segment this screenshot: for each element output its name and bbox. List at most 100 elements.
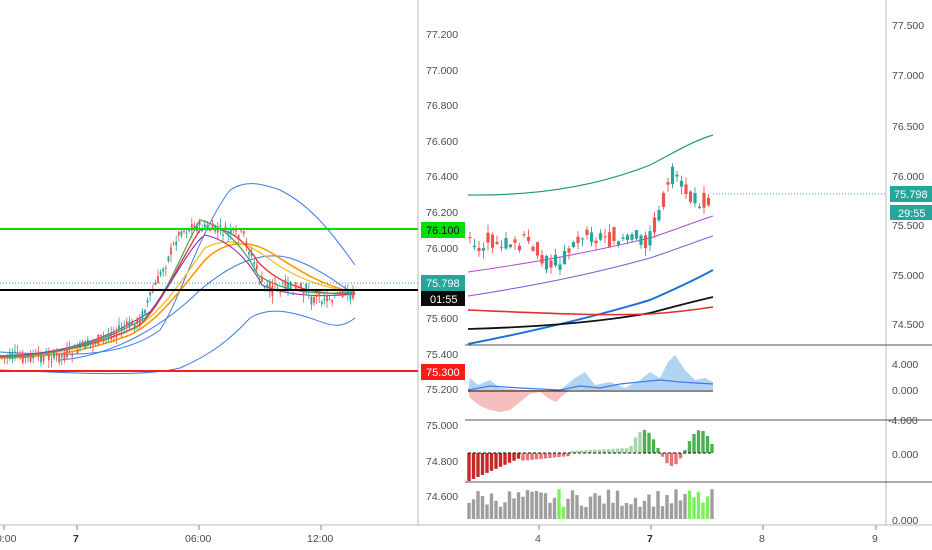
volume-bar xyxy=(638,506,642,519)
candle-body xyxy=(190,223,193,231)
histogram-bar xyxy=(552,453,557,458)
right-chart-panel[interactable]: 77.500 77.000 76.500 76.000 75.500 75.00… xyxy=(418,0,932,545)
candle-body xyxy=(50,361,53,363)
volume-bar xyxy=(480,496,485,519)
right-x-axis[interactable]: 4 7 8 9 xyxy=(535,525,878,545)
candle-body xyxy=(58,354,61,363)
left-chart-panel[interactable]: 77.200 77.000 76.800 76.600 76.400 76.20… xyxy=(0,0,465,545)
candle-body xyxy=(146,300,149,304)
volume-bar xyxy=(669,503,674,519)
left-x-tick: 12:00 xyxy=(307,533,333,545)
volume-bar xyxy=(683,494,687,519)
left-x-axis[interactable]: 0:00 7 06:00 12:00 xyxy=(0,525,333,545)
candle-body xyxy=(55,353,58,356)
candle-body xyxy=(118,325,120,330)
indicator3-tick: 0.000 xyxy=(892,515,918,527)
volume-bar xyxy=(494,500,498,519)
right-y-tick: 77.000 xyxy=(892,70,924,82)
candle-body xyxy=(133,323,136,329)
candle-body xyxy=(253,262,256,265)
histogram-bar xyxy=(503,453,507,465)
histogram-bar xyxy=(692,433,696,453)
volume-bar xyxy=(534,490,539,519)
candle-body xyxy=(339,291,341,293)
candle-body xyxy=(589,232,594,243)
right-y-axis[interactable]: 77.500 77.000 76.500 76.000 75.500 75.00… xyxy=(888,20,924,527)
histogram-bar xyxy=(633,437,638,453)
left-y-axis[interactable]: 77.200 77.000 76.800 76.600 76.400 76.20… xyxy=(426,29,458,503)
histogram-bar xyxy=(597,449,602,453)
volume-bar xyxy=(521,496,525,519)
histogram-bar xyxy=(579,450,584,453)
bollinger-lower-line xyxy=(0,310,356,375)
left-x-tick: 7 xyxy=(73,533,79,545)
candle-body xyxy=(248,252,250,255)
candle-body xyxy=(40,354,42,363)
candle-body xyxy=(549,260,553,268)
candle-body xyxy=(53,351,55,358)
right-x-tick: 8 xyxy=(759,533,765,545)
volume-bar xyxy=(552,497,557,519)
histogram-bar xyxy=(543,453,548,459)
countdown-badge-text: 01:55 xyxy=(430,294,458,306)
right-candlestick-series xyxy=(468,163,711,276)
histogram-bar xyxy=(701,431,705,453)
right-black-ma xyxy=(467,296,714,330)
candle-body xyxy=(292,292,295,295)
candle-body xyxy=(45,353,48,355)
candle-body xyxy=(209,230,211,232)
histogram-bar xyxy=(521,453,525,461)
left-y-tick: 76.400 xyxy=(426,171,458,183)
bollinger-middle-line xyxy=(59,255,356,361)
indicator2-tick: 0.000 xyxy=(892,449,918,461)
volume-bar xyxy=(579,505,584,519)
candle-body xyxy=(336,292,339,294)
candle-body xyxy=(66,349,68,358)
volume-bar xyxy=(557,489,561,519)
candle-body xyxy=(193,225,196,231)
candle-body xyxy=(612,227,616,241)
histogram-bar xyxy=(467,453,471,481)
left-y-tick: 76.600 xyxy=(426,136,458,148)
right-red-ma xyxy=(467,306,714,316)
candle-body xyxy=(702,192,706,208)
candle-body xyxy=(670,166,675,184)
candle-body xyxy=(183,230,185,232)
histogram-bar xyxy=(489,453,494,471)
candle-body xyxy=(71,353,74,356)
histogram-bar xyxy=(516,453,521,459)
volume-bar xyxy=(642,500,647,519)
volume-bar xyxy=(575,495,579,519)
volume-bar xyxy=(471,499,476,519)
volume-bar xyxy=(548,502,552,519)
volume-bar xyxy=(593,493,597,519)
candle-body xyxy=(331,300,334,303)
right-violet-ma xyxy=(467,215,714,273)
candle-body xyxy=(562,250,567,265)
candle-body xyxy=(222,234,224,236)
candle-body xyxy=(495,241,499,245)
candle-body xyxy=(47,354,50,361)
candle-body xyxy=(105,335,107,337)
volume-bar xyxy=(570,490,575,519)
candle-body xyxy=(42,356,45,362)
left-candlestick-series xyxy=(1,217,354,368)
indicator1-line xyxy=(467,379,714,391)
candle-body xyxy=(131,321,133,325)
candle-body xyxy=(323,298,326,301)
candle-body xyxy=(558,264,562,270)
volume-bar xyxy=(611,502,615,519)
candle-body xyxy=(81,341,84,346)
left-y-tick: 75.400 xyxy=(426,349,458,361)
candle-body xyxy=(32,355,35,359)
histogram-bar xyxy=(593,449,597,453)
candle-body xyxy=(607,232,612,247)
candle-body xyxy=(242,231,245,234)
candle-body xyxy=(697,206,702,209)
histogram-bar xyxy=(665,453,669,464)
candle-body xyxy=(94,342,97,344)
candle-body xyxy=(172,243,175,245)
candle-body xyxy=(97,334,100,345)
left-x-tick: 06:00 xyxy=(185,533,211,545)
